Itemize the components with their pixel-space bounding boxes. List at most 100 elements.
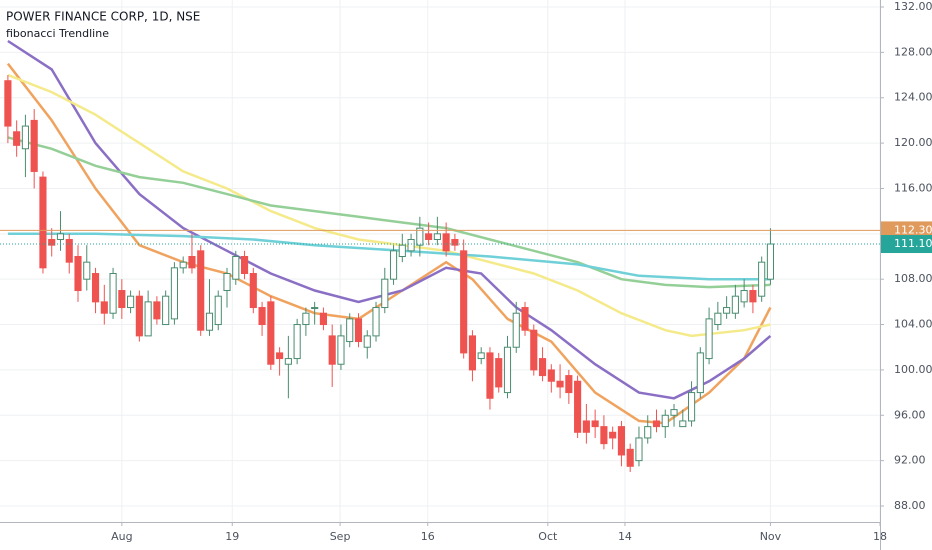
candle-body xyxy=(477,352,485,360)
candle-body xyxy=(635,437,643,462)
candle-body xyxy=(381,278,389,309)
moving-average xyxy=(6,62,772,425)
candle-body xyxy=(267,301,275,365)
candle-body xyxy=(705,318,713,360)
candle-body xyxy=(319,312,327,326)
candle-body xyxy=(538,358,547,377)
x-tick-label: Sep xyxy=(330,530,351,543)
candle-body xyxy=(328,335,336,365)
candle-body xyxy=(135,295,143,337)
y-tick-label: 120.00 xyxy=(894,136,932,149)
candle-body xyxy=(91,273,100,303)
x-tick-label: 18 xyxy=(873,530,887,543)
candle-body xyxy=(144,301,152,337)
x-tick-label: 19 xyxy=(225,530,239,543)
candle-body xyxy=(214,295,222,326)
chart-title: POWER FINANCE CORP, 1D, NSE xyxy=(6,10,200,24)
candle-body xyxy=(83,261,91,280)
candle-body xyxy=(276,352,284,360)
candle-body xyxy=(39,176,47,269)
candle-body xyxy=(679,420,687,428)
price-label-box xyxy=(881,235,932,254)
candle-body xyxy=(530,329,538,371)
candle-body xyxy=(661,414,669,428)
moving-average xyxy=(7,39,772,400)
candle-body xyxy=(687,392,696,422)
candle-body xyxy=(311,307,319,310)
candle-body xyxy=(4,80,12,127)
y-tick-label: 104.00 xyxy=(894,318,932,331)
candle-body xyxy=(495,358,503,388)
candle-body xyxy=(451,238,459,246)
candle-body xyxy=(512,312,520,348)
candle-body xyxy=(617,426,626,456)
candle-body xyxy=(197,250,205,331)
candle-body xyxy=(346,318,354,343)
candle-body xyxy=(696,352,704,394)
candle-body xyxy=(74,256,82,292)
x-tick-label: 16 xyxy=(421,530,435,543)
price-label-box xyxy=(881,221,932,240)
candle-body xyxy=(731,295,739,314)
y-tick-label: 108.00 xyxy=(894,272,932,285)
candle-body xyxy=(56,233,65,240)
y-tick-label: 132.00 xyxy=(894,0,932,13)
candle-body xyxy=(109,273,117,314)
x-tick-label: 14 xyxy=(618,530,632,543)
candle-body xyxy=(30,119,38,172)
candle-body xyxy=(416,227,424,246)
candle-body xyxy=(13,131,21,146)
candle-body xyxy=(486,352,494,399)
candle-body xyxy=(258,307,266,326)
candle-body xyxy=(188,256,196,269)
candle-body xyxy=(460,250,468,354)
candle-body xyxy=(284,358,292,365)
candle-body xyxy=(389,250,398,280)
candle-body xyxy=(407,238,415,252)
candle-body xyxy=(179,261,187,269)
candle-body xyxy=(293,324,301,360)
candle-body xyxy=(372,307,380,337)
price-label: 112.30 xyxy=(894,223,932,236)
candle-body xyxy=(398,244,406,257)
candle-body xyxy=(582,420,590,433)
candle-body xyxy=(521,307,529,331)
candle-body xyxy=(714,312,722,326)
candle-body xyxy=(118,290,126,309)
candle-body xyxy=(337,335,345,365)
candle-body xyxy=(205,312,214,331)
candle-body xyxy=(644,426,652,439)
candle-body xyxy=(723,307,731,314)
y-tick-label: 116.00 xyxy=(894,181,932,194)
candle-body xyxy=(503,346,512,394)
candle-body xyxy=(363,335,371,348)
y-tick-label: 100.00 xyxy=(894,363,932,376)
candle-body xyxy=(600,426,608,445)
candle-body xyxy=(740,290,748,303)
y-tick-label: 92.00 xyxy=(894,454,926,467)
candle-body xyxy=(547,369,555,382)
candle-body xyxy=(127,295,135,309)
candle-body xyxy=(48,238,56,246)
indicator-name: fibonacci Trendline xyxy=(6,27,109,40)
candle-body xyxy=(591,420,599,428)
y-tick-label: 96.00 xyxy=(894,408,926,421)
candle-body xyxy=(652,420,661,428)
candle-body xyxy=(354,318,363,343)
candle-body xyxy=(302,312,310,326)
candle-body xyxy=(170,267,178,320)
candle-body xyxy=(766,243,775,280)
candle-body xyxy=(758,261,766,297)
candle-body xyxy=(433,233,441,240)
candle-body xyxy=(670,409,678,416)
candle-body xyxy=(232,256,240,280)
candle-body xyxy=(749,290,757,303)
candle-body xyxy=(21,125,29,150)
candle-body xyxy=(153,301,161,320)
candle-body xyxy=(626,448,634,467)
candle-body xyxy=(609,431,617,439)
candle-body xyxy=(574,380,582,433)
price-label: 111.10 xyxy=(894,237,932,250)
y-tick-label: 88.00 xyxy=(894,499,926,512)
